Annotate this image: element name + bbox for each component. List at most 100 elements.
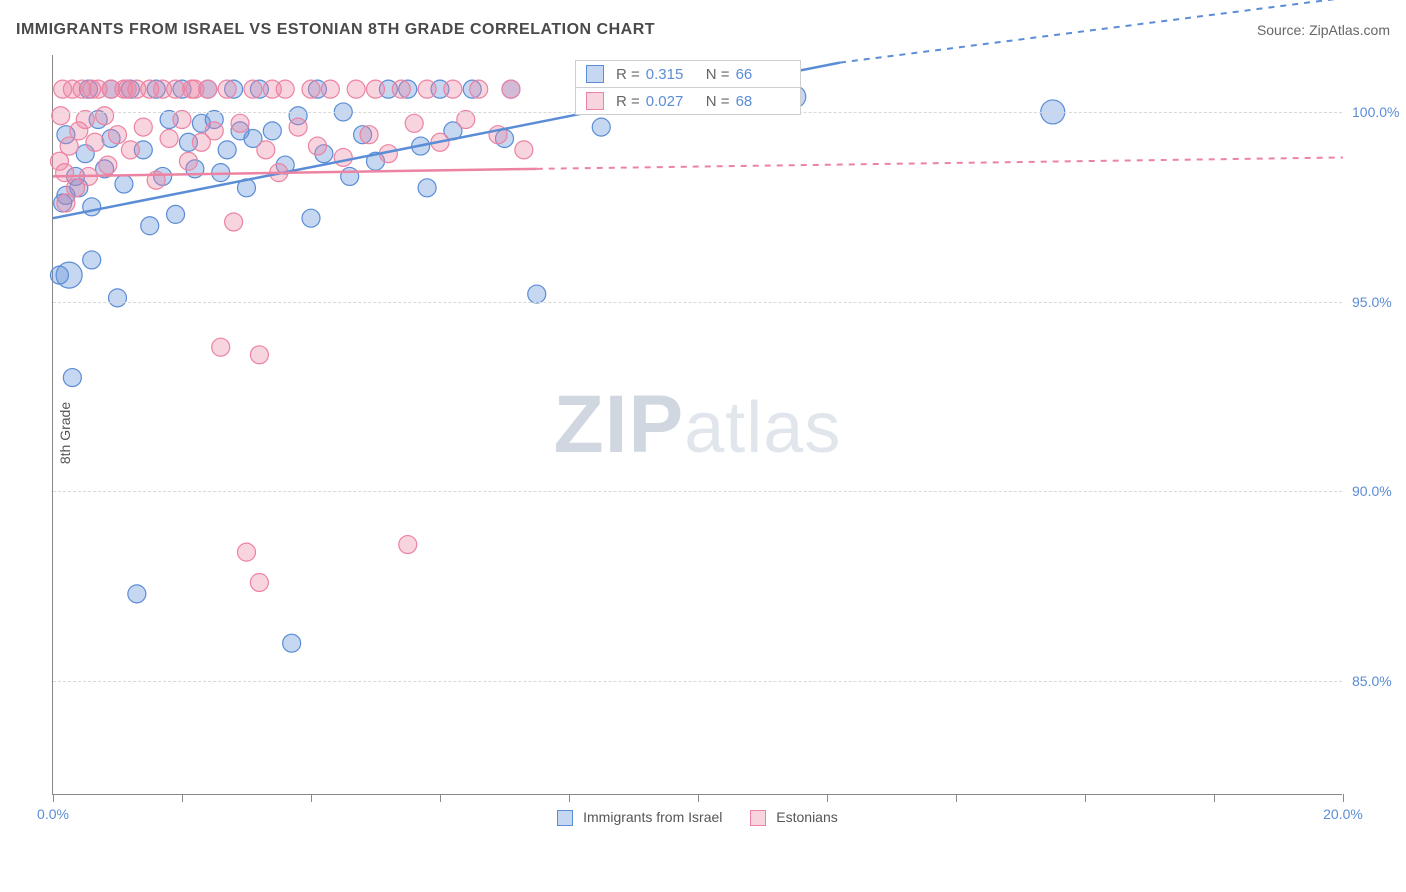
n-value: 68 bbox=[736, 93, 790, 110]
scatter-point bbox=[250, 346, 268, 364]
y-tick-label: 95.0% bbox=[1352, 294, 1406, 310]
scatter-point bbox=[231, 114, 249, 132]
scatter-point bbox=[96, 107, 114, 125]
scatter-point bbox=[257, 141, 275, 159]
chart-source: Source: ZipAtlas.com bbox=[1257, 22, 1390, 38]
legend-swatch-israel bbox=[557, 810, 573, 826]
legend-label-estonians: Estonians bbox=[776, 809, 837, 825]
scatter-point bbox=[528, 285, 546, 303]
scatter-point bbox=[302, 209, 320, 227]
trend-line-extrapolated bbox=[537, 157, 1343, 168]
chart-header: IMMIGRANTS FROM ISRAEL VS ESTONIAN 8TH G… bbox=[0, 0, 1406, 48]
n-value: 66 bbox=[736, 66, 790, 83]
correlation-legend-row: R = 0.027 N = 68 bbox=[575, 87, 801, 115]
scatter-point bbox=[360, 126, 378, 144]
scatter-point bbox=[515, 141, 533, 159]
x-tick bbox=[182, 794, 183, 802]
scatter-point bbox=[83, 198, 101, 216]
scatter-point bbox=[99, 156, 117, 174]
scatter-point bbox=[141, 217, 159, 235]
scatter-point bbox=[341, 167, 359, 185]
gridline bbox=[53, 681, 1342, 682]
scatter-point bbox=[56, 262, 82, 288]
scatter-point bbox=[308, 137, 326, 155]
source-value: ZipAtlas.com bbox=[1309, 22, 1390, 38]
scatter-point bbox=[205, 122, 223, 140]
legend-label-israel: Immigrants from Israel bbox=[583, 809, 722, 825]
scatter-point bbox=[160, 129, 178, 147]
scatter-point bbox=[167, 80, 185, 98]
y-tick-label: 85.0% bbox=[1352, 673, 1406, 689]
scatter-point bbox=[457, 111, 475, 129]
scatter-point bbox=[225, 213, 243, 231]
x-tick bbox=[311, 794, 312, 802]
scatter-point bbox=[199, 80, 217, 98]
x-tick bbox=[1085, 794, 1086, 802]
r-label: R = bbox=[616, 93, 640, 110]
scatter-point bbox=[173, 111, 191, 129]
scatter-point bbox=[399, 536, 417, 554]
scatter-point bbox=[52, 107, 70, 125]
n-label: N = bbox=[706, 66, 730, 83]
scatter-point bbox=[128, 585, 146, 603]
scatter-point bbox=[83, 251, 101, 269]
legend-swatch bbox=[586, 65, 604, 83]
scatter-point bbox=[76, 111, 94, 129]
legend-swatch-estonians bbox=[750, 810, 766, 826]
scatter-point bbox=[250, 573, 268, 591]
scatter-point bbox=[283, 634, 301, 652]
scatter-point bbox=[347, 80, 365, 98]
scatter-point bbox=[183, 80, 201, 98]
scatter-point bbox=[244, 80, 262, 98]
scatter-svg bbox=[53, 55, 1342, 794]
scatter-point bbox=[56, 164, 74, 182]
legend-item-estonians: Estonians bbox=[750, 809, 837, 826]
scatter-point bbox=[109, 126, 127, 144]
scatter-point bbox=[121, 141, 139, 159]
x-tick bbox=[440, 794, 441, 802]
scatter-point bbox=[502, 80, 520, 98]
r-label: R = bbox=[616, 66, 640, 83]
scatter-point bbox=[109, 289, 127, 307]
scatter-point bbox=[444, 80, 462, 98]
scatter-point bbox=[392, 80, 410, 98]
scatter-point bbox=[321, 80, 339, 98]
x-tick bbox=[569, 794, 570, 802]
x-tick-label: 0.0% bbox=[37, 806, 69, 822]
scatter-point bbox=[238, 543, 256, 561]
chart-plot-area: 8th Grade ZIPatlas R =0.315N =66R =0.027… bbox=[52, 55, 1342, 795]
x-tick bbox=[53, 794, 54, 802]
gridline bbox=[53, 302, 1342, 303]
gridline bbox=[53, 491, 1342, 492]
scatter-point bbox=[418, 80, 436, 98]
x-tick bbox=[1343, 794, 1344, 802]
scatter-point bbox=[405, 114, 423, 132]
x-tick-label: 20.0% bbox=[1323, 806, 1363, 822]
x-tick bbox=[1214, 794, 1215, 802]
x-tick bbox=[956, 794, 957, 802]
legend-item-israel: Immigrants from Israel bbox=[557, 809, 722, 826]
correlation-legend: R = 0.315 N = 66 R = 0.027 N = 68 bbox=[575, 61, 801, 115]
scatter-point bbox=[179, 152, 197, 170]
scatter-point bbox=[302, 80, 320, 98]
y-tick-label: 100.0% bbox=[1352, 104, 1406, 120]
n-label: N = bbox=[706, 93, 730, 110]
legend-swatch bbox=[586, 92, 604, 110]
scatter-point bbox=[289, 118, 307, 136]
scatter-point bbox=[63, 369, 81, 387]
r-value: 0.027 bbox=[646, 93, 700, 110]
x-tick bbox=[827, 794, 828, 802]
source-label: Source: bbox=[1257, 22, 1305, 38]
scatter-point bbox=[212, 338, 230, 356]
scatter-point bbox=[367, 80, 385, 98]
scatter-point bbox=[263, 122, 281, 140]
chart-title: IMMIGRANTS FROM ISRAEL VS ESTONIAN 8TH G… bbox=[16, 21, 655, 39]
scatter-point bbox=[218, 80, 236, 98]
scatter-point bbox=[592, 118, 610, 136]
y-tick-label: 90.0% bbox=[1352, 483, 1406, 499]
scatter-point bbox=[418, 179, 436, 197]
r-value: 0.315 bbox=[646, 66, 700, 83]
scatter-point bbox=[334, 148, 352, 166]
correlation-legend-row: R = 0.315 N = 66 bbox=[575, 60, 801, 88]
series-legend: Immigrants from Israel Estonians bbox=[53, 809, 1342, 826]
